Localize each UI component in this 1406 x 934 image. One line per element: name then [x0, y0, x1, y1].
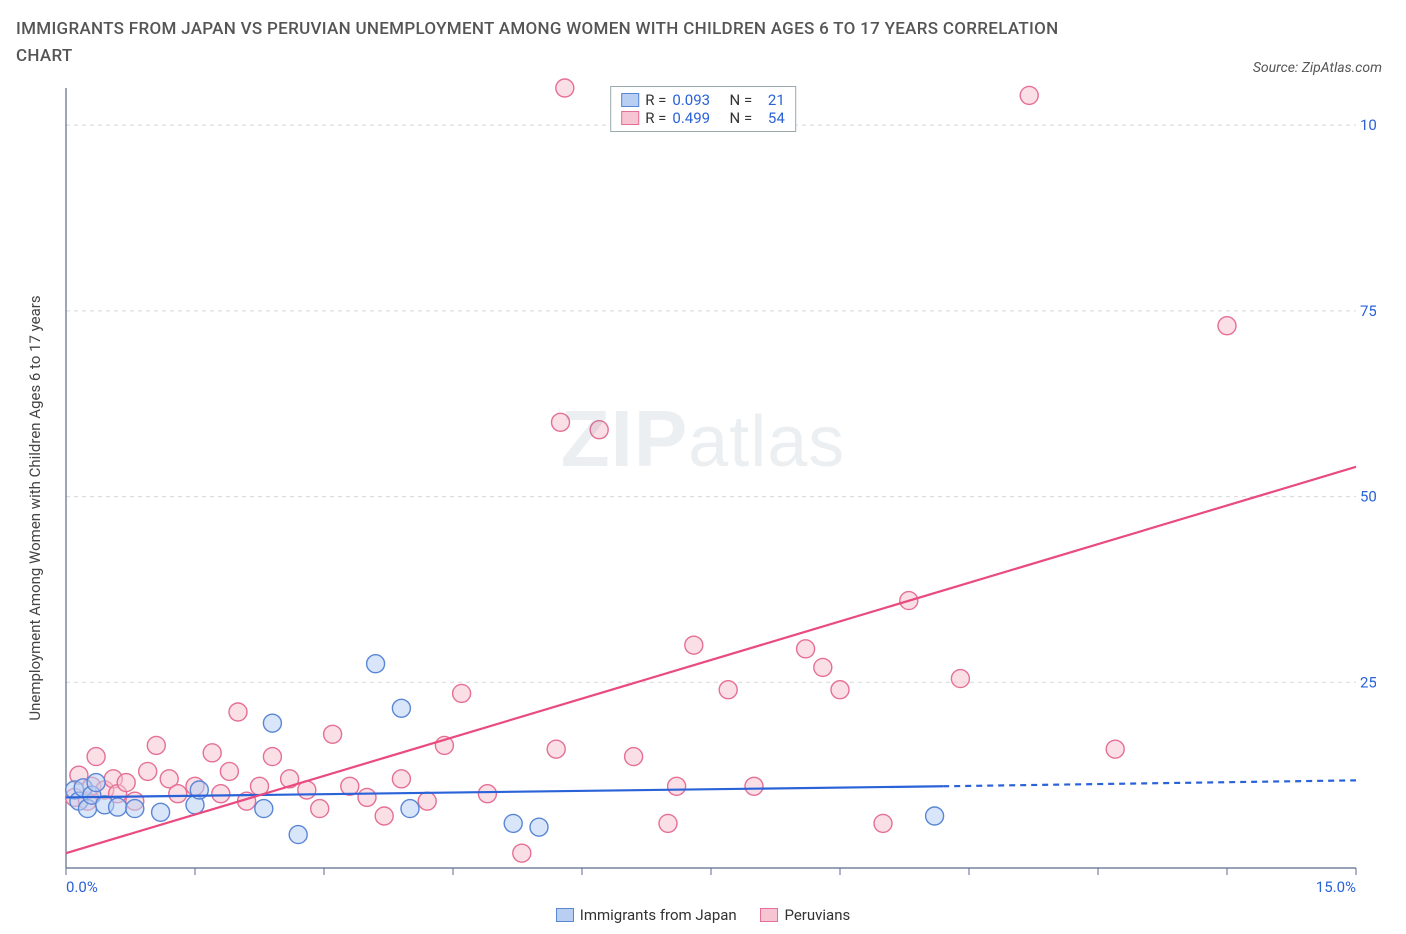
svg-text:25.0%: 25.0% — [1360, 674, 1376, 692]
scatter-chart: ZIPatlas R = 0.093 N = 21 R = 0.499 N = … — [16, 78, 1390, 898]
legend-item-peruvians: Peruvians — [760, 906, 850, 924]
source-label: Source: ZipAtlas.com — [1253, 60, 1382, 76]
svg-text:15.0%: 15.0% — [1316, 878, 1356, 896]
svg-text:0.0%: 0.0% — [66, 878, 98, 896]
legend-row-japan: R = 0.093 N = 21 — [621, 91, 785, 109]
chart-title: IMMIGRANTS FROM JAPAN VS PERUVIAN UNEMPL… — [16, 16, 1116, 70]
correlation-legend: R = 0.093 N = 21 R = 0.499 N = 54 — [610, 86, 796, 132]
legend-swatch-peruvians — [621, 111, 639, 125]
legend-swatch-icon — [760, 908, 778, 922]
svg-text:100.0%: 100.0% — [1360, 117, 1376, 135]
scatter-svg: 25.0% 50.0% 75.0% 100.0% 0.0% 15.0% Unemployme… — [16, 78, 1376, 898]
svg-text:50.0%: 50.0% — [1360, 488, 1376, 506]
svg-text:Unemployment Among Women with: Unemployment Among Women with Children A… — [26, 296, 44, 721]
legend-swatch-japan — [621, 93, 639, 107]
legend-item-japan: Immigrants from Japan — [556, 906, 737, 924]
legend-swatch-icon — [556, 908, 574, 922]
legend-row-peruvians: R = 0.499 N = 54 — [621, 109, 785, 127]
series-legend: Immigrants from Japan Peruvians — [16, 906, 1390, 926]
svg-text:75.0%: 75.0% — [1360, 302, 1376, 320]
